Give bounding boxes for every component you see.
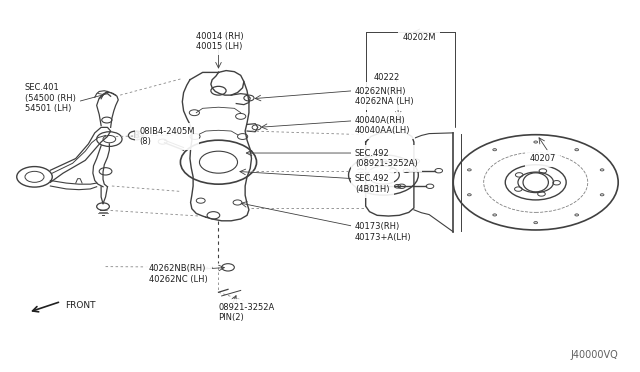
Text: FRONT: FRONT [65,301,95,310]
Text: 40014 (RH)
40015 (LH): 40014 (RH) 40015 (LH) [196,32,244,51]
Text: J40000VQ: J40000VQ [570,350,618,360]
Text: 08IB4-2405M
(8): 08IB4-2405M (8) [139,127,195,146]
Text: 40262N(RH)
40262NA (LH): 40262N(RH) 40262NA (LH) [355,87,413,106]
Circle shape [534,222,538,224]
Text: B: B [133,131,139,140]
Circle shape [467,194,471,196]
Text: SEC.492
(08921-3252A): SEC.492 (08921-3252A) [355,149,418,168]
Text: 40202M: 40202M [403,33,436,42]
Text: SEC.401
(54500 (RH)
54501 (LH): SEC.401 (54500 (RH) 54501 (LH) [25,83,76,113]
Text: 40222: 40222 [374,73,400,83]
Text: 40040A(RH)
40040AA(LH): 40040A(RH) 40040AA(LH) [355,116,410,135]
Circle shape [575,214,579,216]
Text: 40173(RH)
40173+A(LH): 40173(RH) 40173+A(LH) [355,222,412,241]
Circle shape [493,214,497,216]
Text: 40207: 40207 [529,154,556,163]
Circle shape [600,194,604,196]
Circle shape [467,169,471,171]
Text: 08921-3252A
PIN(2): 08921-3252A PIN(2) [218,303,275,322]
Text: 40262NB(RH)
40262NC (LH): 40262NB(RH) 40262NC (LH) [148,264,207,283]
Text: SEC.492
(4B01H): SEC.492 (4B01H) [355,174,390,194]
Circle shape [493,149,497,151]
Circle shape [600,169,604,171]
Circle shape [534,141,538,143]
Circle shape [575,149,579,151]
